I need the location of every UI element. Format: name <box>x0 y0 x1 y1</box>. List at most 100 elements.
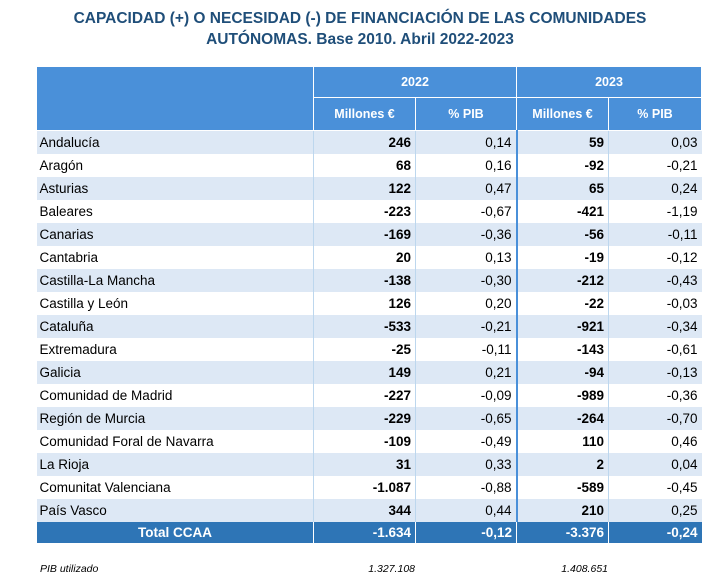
page-title: CAPACIDAD (+) O NECESIDAD (-) DE FINANCI… <box>0 8 720 50</box>
millones-2022: 149 <box>313 361 416 384</box>
millones-2023: 110 <box>515 430 609 453</box>
millones-2022: 20 <box>313 246 416 269</box>
millones-2022: 122 <box>313 177 416 200</box>
pib-2023: -0,03 <box>608 292 702 315</box>
millones-2023: 59 <box>515 130 609 154</box>
millones-2022: 31 <box>313 453 416 476</box>
pib-2022: -0,09 <box>415 384 517 407</box>
total-row: Total CCAA -1.634 -0,12 -3.376 -0,24 <box>36 522 702 543</box>
pib-value-2023: 1.408.651 <box>561 563 608 575</box>
region-name: Aragón <box>36 154 314 177</box>
table-row: Comunidad Foral de Navarra -109 -0,49 110 0,… <box>36 430 702 453</box>
millones-2022: -169 <box>313 223 416 246</box>
total-millones-2022: -1.634 <box>313 522 416 543</box>
pib-2023: 0,24 <box>608 177 702 200</box>
millones-2023: -264 <box>515 407 609 430</box>
pib-2023: -0,36 <box>608 384 702 407</box>
header-millones-2022: Millones € <box>313 97 416 131</box>
table-row: Baleares -223 -0,67 -421 -1,19 <box>36 200 702 223</box>
millones-2023: 210 <box>515 499 609 522</box>
pib-2022: -0,65 <box>415 407 517 430</box>
region-name: Cataluña <box>36 315 314 338</box>
millones-2022: -109 <box>313 430 416 453</box>
header-year-2022: 2022 <box>313 66 517 98</box>
table-row: La Rioja 31 0,33 2 0,04 <box>36 453 702 476</box>
table-row: Cantabria 20 0,13 -19 -0,12 <box>36 246 702 269</box>
pib-2023: -0,61 <box>608 338 702 361</box>
pib-2022: -0,21 <box>415 315 517 338</box>
pib-2022: 0,21 <box>415 361 517 384</box>
millones-2022: -1.087 <box>313 476 416 499</box>
millones-2022: -533 <box>313 315 416 338</box>
pib-2023: -0,12 <box>608 246 702 269</box>
pib-value-2022: 1.327.108 <box>368 563 415 575</box>
table-row: Andalucía 246 0,14 59 0,03 <box>36 130 702 154</box>
millones-2023: 65 <box>515 177 609 200</box>
header-year-2023: 2023 <box>516 66 702 98</box>
millones-2022: -223 <box>313 200 416 223</box>
region-name: Baleares <box>36 200 314 223</box>
table-row: Canarias -169 -0,36 -56 -0,11 <box>36 223 702 246</box>
header-pib-2023: % PIB <box>608 97 702 131</box>
millones-2022: -227 <box>313 384 416 407</box>
table-row: Castilla y León 126 0,20 -22 -0,03 <box>36 292 702 315</box>
millones-2023: -921 <box>515 315 609 338</box>
millones-2022: 246 <box>313 130 416 154</box>
region-name: Extremadura <box>36 338 314 361</box>
pib-2022: 0,20 <box>415 292 517 315</box>
pib-2022: 0,14 <box>415 130 517 154</box>
pib-2022: -0,88 <box>415 476 517 499</box>
pib-2023: 0,03 <box>608 130 702 154</box>
pib-row: PIB utilizado 1.327.108 1.408.651 <box>36 562 701 578</box>
pib-2023: -0,45 <box>608 476 702 499</box>
millones-2022: -25 <box>313 338 416 361</box>
total-millones-2023: -3.376 <box>516 522 609 543</box>
region-name: Canarias <box>36 223 314 246</box>
millones-2023: -589 <box>515 476 609 499</box>
title-line-2: AUTÓNOMAS. Base 2010. Abril 2022-2023 <box>206 31 514 48</box>
millones-2022: 68 <box>313 154 416 177</box>
region-name: Comunidad de Madrid <box>36 384 314 407</box>
millones-2023: -421 <box>515 200 609 223</box>
pib-2023: -0,11 <box>608 223 702 246</box>
region-name: Castilla y León <box>36 292 314 315</box>
pib-2023: 0,25 <box>608 499 702 522</box>
header-pib-2022: % PIB <box>415 97 517 131</box>
pib-2023: -0,70 <box>608 407 702 430</box>
pib-2023: -0,34 <box>608 315 702 338</box>
pib-2022: 0,47 <box>415 177 517 200</box>
region-name: La Rioja <box>36 453 314 476</box>
region-name: Asturias <box>36 177 314 200</box>
millones-2023: 2 <box>515 453 609 476</box>
millones-2022: 344 <box>313 499 416 522</box>
millones-2022: -229 <box>313 407 416 430</box>
table-row: Comunidad de Madrid -227 -0,09 -989 -0,36 <box>36 384 702 407</box>
pib-2023: 0,04 <box>608 453 702 476</box>
pib-2023: 0,46 <box>608 430 702 453</box>
total-pib-2022: -0,12 <box>415 522 517 543</box>
table-row: País Vasco 344 0,44 210 0,25 <box>36 499 702 522</box>
table-row: Castilla-La Mancha -138 -0,30 -212 -0,43 <box>36 269 702 292</box>
pib-2022: -0,49 <box>415 430 517 453</box>
region-name: Andalucía <box>36 130 314 154</box>
pib-2022: 0,13 <box>415 246 517 269</box>
millones-2023: -212 <box>515 269 609 292</box>
total-pib-2023: -0,24 <box>608 522 702 543</box>
millones-2022: 126 <box>313 292 416 315</box>
pib-2023: -0,43 <box>608 269 702 292</box>
pib-2022: -0,30 <box>415 269 517 292</box>
region-name: Comunidad Foral de Navarra <box>36 430 314 453</box>
table-row: Extremadura -25 -0,11 -143 -0,61 <box>36 338 702 361</box>
table-row: Comunitat Valenciana -1.087 -0,88 -589 -0,45 <box>36 476 702 499</box>
pib-label: PIB utilizado <box>40 563 99 575</box>
total-label: Total CCAA <box>36 522 314 543</box>
table-row: Galicia 149 0,21 -94 -0,13 <box>36 361 702 384</box>
pib-2022: -0,36 <box>415 223 517 246</box>
pib-2023: -0,13 <box>608 361 702 384</box>
title-line-1: CAPACIDAD (+) O NECESIDAD (-) DE FINANCI… <box>73 10 647 27</box>
region-name: Galicia <box>36 361 314 384</box>
millones-2023: -92 <box>515 154 609 177</box>
pib-2022: 0,33 <box>415 453 517 476</box>
millones-2023: -989 <box>515 384 609 407</box>
millones-2023: -19 <box>515 246 609 269</box>
